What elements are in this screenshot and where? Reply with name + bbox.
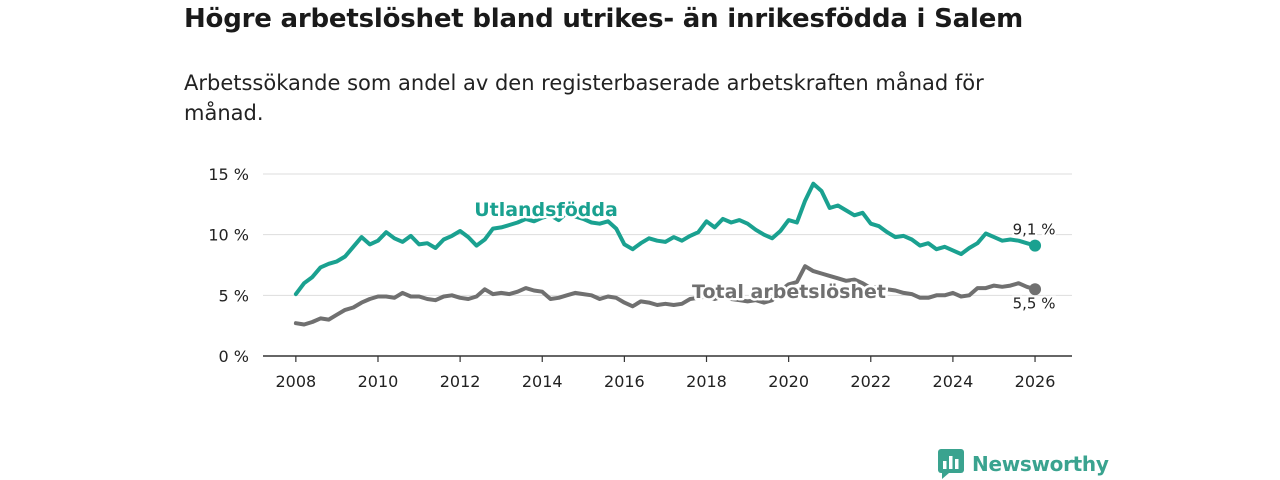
x-tick-label: 2018 [686,372,727,391]
x-tick-label: 2010 [358,372,399,391]
chart-title: Högre arbetslöshet bland utrikes- än inr… [184,4,1024,34]
x-tick-label: 2016 [604,372,645,391]
x-tick-label: 2008 [275,372,316,391]
series-line-utlandsfodda [293,181,1037,297]
end-value-label-total: 5,5 % [1013,294,1056,312]
x-tick-label: 2022 [850,372,891,391]
y-tick-label: 10 % [208,226,249,245]
brand-name: Newsworthy [972,452,1109,476]
x-tick-label: 2026 [1015,372,1056,391]
newsworthy-brand: Newsworthy [938,449,1109,479]
x-tick-label: 2024 [933,372,974,391]
end-point-total [1029,283,1042,296]
x-tick-label: 2014 [522,372,563,391]
end-point-utlandsfodda [1029,239,1042,252]
y-tick-label: 0 % [219,347,249,366]
x-tick-label: 2020 [768,372,809,391]
x-tick-label: 2012 [440,372,481,391]
y-tick-label: 5 % [219,286,249,305]
chart-subtitle: Arbetssökande som andel av den registerb… [184,71,984,125]
newsworthy-logo-icon [938,449,964,479]
y-tick-label: 15 % [208,165,249,184]
end-value-label-utlandsfodda: 9,1 % [1013,221,1056,239]
series-label-utlandsfodda: Utlandsfödda [474,199,618,221]
series-label-total: Total arbetslöshet [692,281,886,303]
series-line-total [293,264,1037,327]
